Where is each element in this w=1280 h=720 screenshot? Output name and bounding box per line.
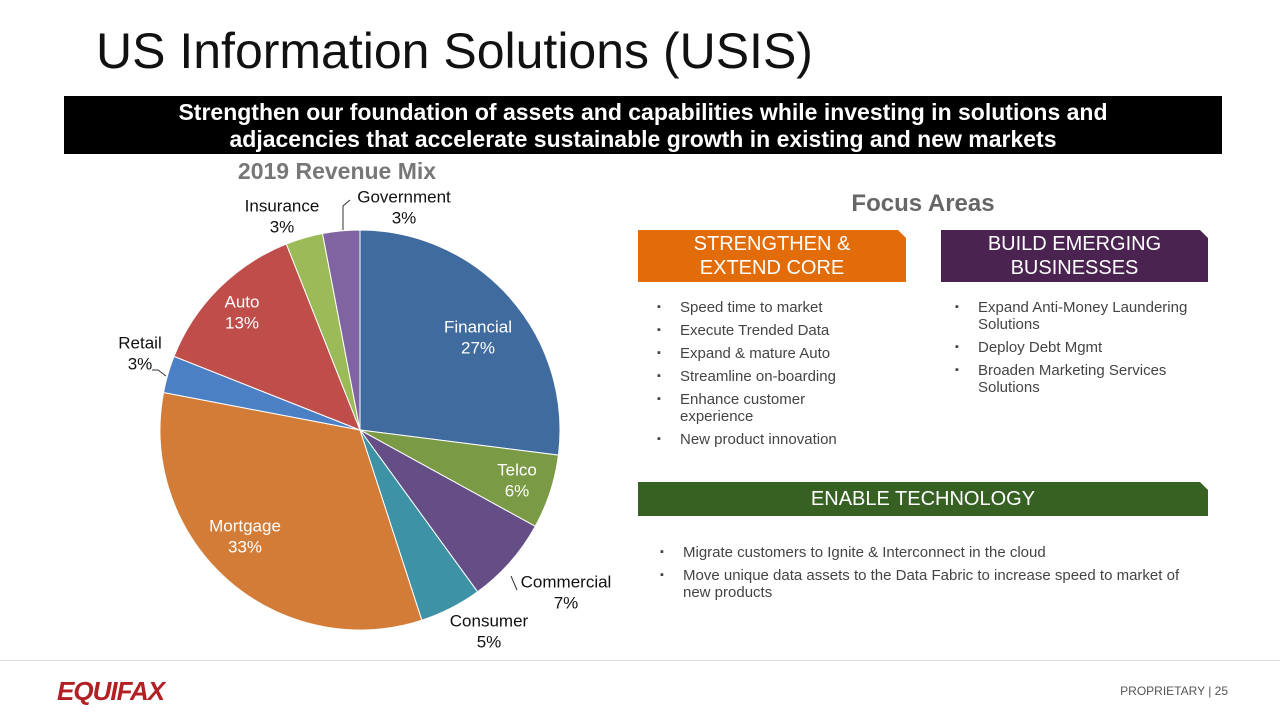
panel-header: STRENGTHEN & EXTEND CORE	[638, 230, 906, 282]
slice-value: 5%	[477, 632, 502, 651]
bullet-item: Migrate customers to Ignite & Interconne…	[660, 544, 1210, 561]
slice-value: 3%	[128, 354, 153, 373]
leader-line	[510, 575, 518, 591]
slice-value: 27%	[461, 338, 495, 357]
slice-label: Auto	[225, 292, 260, 311]
slice-label: Mortgage	[209, 516, 281, 535]
bullet-item: New product innovation	[657, 431, 842, 448]
bullet-item: Expand Anti-Money Laundering Solutions	[955, 299, 1195, 333]
bullet-item: Deploy Debt Mgmt	[955, 339, 1195, 356]
bullet-item: Streamline on-boarding	[657, 368, 842, 385]
bullet-item: Execute Trended Data	[657, 322, 842, 339]
slice-label: Government	[357, 187, 451, 206]
slice-value: 6%	[505, 481, 530, 500]
slice-label: Consumer	[450, 611, 529, 630]
slice-label: Financial	[444, 317, 512, 336]
pie-slice	[159, 391, 423, 631]
slice-value: 13%	[225, 313, 259, 332]
footer-line	[0, 660, 1280, 661]
leader-line	[152, 369, 167, 377]
pie-slice	[359, 229, 561, 456]
pie-slice	[173, 243, 361, 431]
leader-line	[342, 199, 351, 230]
bullet-item: Speed time to market	[657, 299, 842, 316]
logo: EQUIFAX	[57, 676, 165, 706]
slice-label: Telco	[497, 460, 537, 479]
slice-value: 3%	[270, 217, 295, 236]
footer-note: PROPRIETARY | 25	[1120, 684, 1228, 698]
slice-label: Retail	[118, 333, 161, 352]
focus-title: Focus Areas	[851, 190, 995, 217]
bullet-item: Enhance customer experience	[657, 391, 842, 425]
chart: 2019 Revenue Mix Financial 27% Telco 6% Comm…	[118, 158, 612, 651]
slice-value: 33%	[228, 537, 262, 556]
bullet-list: Speed time to market Execute Trended Data…	[657, 299, 842, 454]
bullet-item: Expand & mature Auto	[657, 345, 842, 362]
slice-value: 7%	[554, 593, 579, 612]
pie-slice	[321, 229, 361, 431]
bullet-item: Broaden Marketing Services Solutions	[955, 362, 1195, 396]
bullet-list: Expand Anti-Money Laundering Solutions De…	[955, 299, 1195, 402]
banner: Strengthen our foundation of assets and …	[64, 96, 1222, 154]
bullet-item: Move unique data assets to the Data Fabr…	[660, 567, 1210, 601]
slice-value: 3%	[392, 208, 417, 227]
slice-label: Commercial	[521, 572, 612, 591]
slide-title: US Information Solutions (USIS)	[96, 23, 813, 79]
panel-header: BUILD EMERGING BUSINESSES	[941, 230, 1208, 282]
panel-header: ENABLE TECHNOLOGY	[638, 482, 1208, 516]
slice-label: Insurance	[245, 196, 320, 215]
bullet-list: Migrate customers to Ignite & Interconne…	[660, 544, 1210, 607]
chart-title: 2019 Revenue Mix	[238, 158, 436, 184]
